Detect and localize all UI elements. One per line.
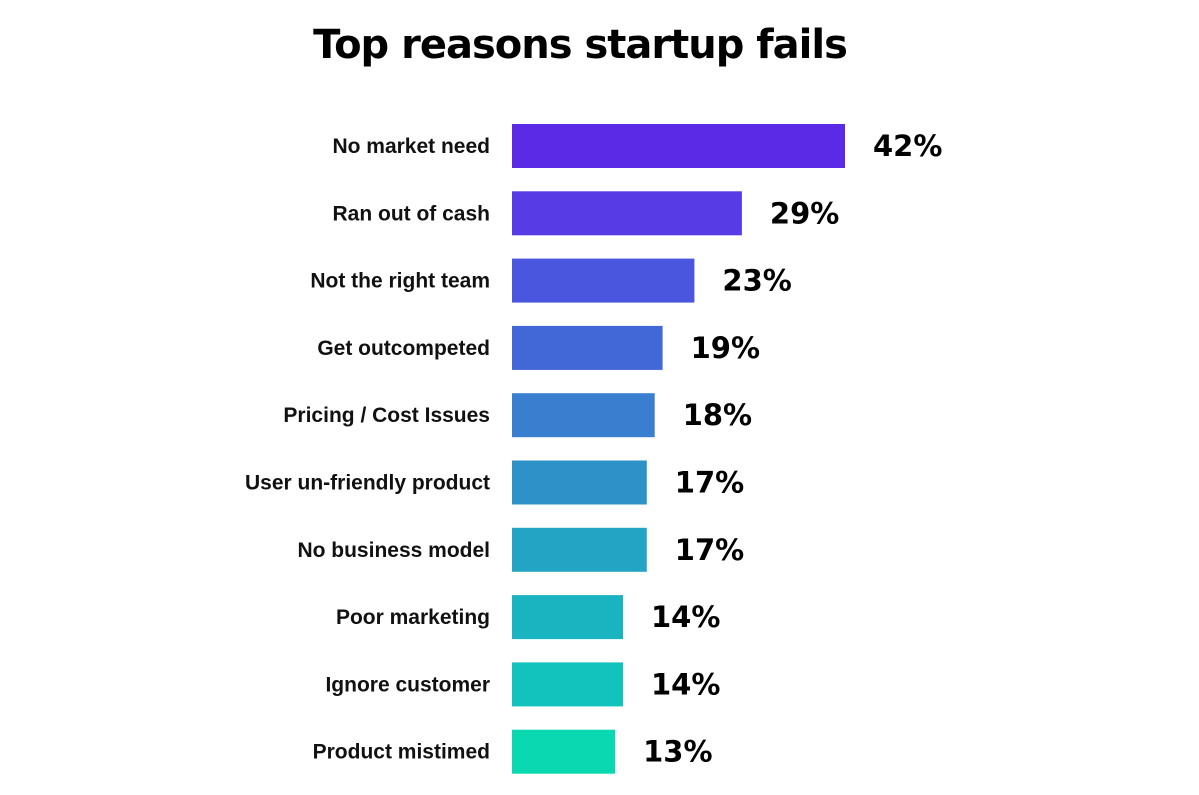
category-label-3: Not the right team bbox=[310, 270, 490, 293]
category-label-9: Ignore customer bbox=[325, 673, 490, 696]
value-label-5: 18% bbox=[683, 398, 752, 432]
bar-7 bbox=[512, 527, 647, 572]
bar-1 bbox=[512, 124, 845, 168]
category-labels: No market need Ran out of cash Not the rig… bbox=[245, 135, 490, 764]
category-label-2: Ran out of cash bbox=[332, 202, 490, 225]
value-label-1: 42% bbox=[873, 129, 942, 163]
bar-10 bbox=[512, 729, 616, 774]
bar-5 bbox=[512, 393, 655, 438]
value-label-3: 23% bbox=[722, 264, 791, 298]
value-label-10: 13% bbox=[643, 735, 712, 769]
bar-2 bbox=[512, 191, 742, 236]
value-label-2: 29% bbox=[770, 196, 839, 230]
value-labels: 42% 29% 23% 19% 18% 17% 17% 14% 14% 13% bbox=[643, 129, 942, 769]
value-label-6: 17% bbox=[675, 466, 744, 500]
category-label-10: Product mistimed bbox=[313, 741, 490, 764]
value-label-4: 19% bbox=[691, 331, 760, 365]
chart-title: Top reasons startup fails bbox=[313, 22, 848, 68]
category-label-4: Get outcompeted bbox=[317, 337, 490, 360]
value-label-8: 14% bbox=[651, 600, 720, 634]
value-label-9: 14% bbox=[651, 667, 720, 701]
category-label-1: No market need bbox=[332, 135, 490, 158]
bar-9 bbox=[512, 662, 623, 707]
category-label-7: No business model bbox=[297, 539, 490, 562]
category-label-8: Poor marketing bbox=[336, 606, 490, 629]
bar-6 bbox=[512, 460, 647, 505]
bar-8 bbox=[512, 595, 623, 640]
bars-group bbox=[512, 124, 845, 774]
value-label-7: 17% bbox=[675, 533, 744, 567]
category-label-6: User un-friendly product bbox=[245, 472, 490, 495]
bar-4 bbox=[512, 325, 663, 370]
category-label-5: Pricing / Cost Issues bbox=[283, 404, 490, 427]
bar-3 bbox=[512, 258, 695, 303]
